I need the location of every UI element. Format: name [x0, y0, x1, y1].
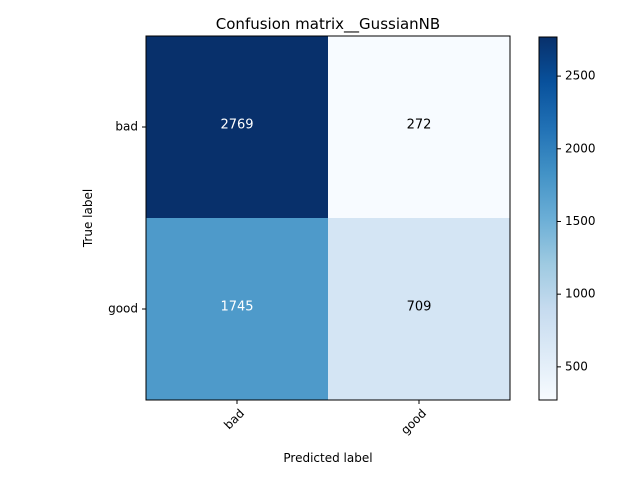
x-axis: bad good: [221, 400, 429, 437]
colorbar-tick-label: 500: [565, 359, 588, 373]
x-tick-label: bad: [221, 406, 247, 432]
heatmap-cell: [328, 36, 510, 218]
heatmap-cell: [328, 218, 510, 400]
heatmap-cells: [146, 36, 510, 400]
heatmap-cell: [146, 36, 328, 218]
y-tick-label: good: [108, 302, 138, 316]
y-axis-label: True label: [81, 189, 95, 248]
colorbar: [538, 36, 558, 401]
heatmap-cell: [146, 218, 328, 400]
plot-frame: [145, 35, 511, 401]
colorbar-tick-label: 1500: [565, 214, 596, 228]
x-tick-label: good: [398, 406, 429, 437]
colorbar-tick-label: 2000: [565, 141, 596, 155]
y-axis: bad good: [108, 120, 146, 316]
colorbar-tick-label: 1000: [565, 287, 596, 301]
cell-value-label: 2769: [220, 118, 253, 133]
y-tick-label: bad: [115, 120, 138, 134]
x-axis-label: Predicted label: [283, 451, 372, 465]
cell-value-label: 1745: [220, 300, 253, 315]
cell-value-label: 709: [407, 300, 432, 315]
chart-title: Confusion matrix__GussianNB: [216, 15, 440, 34]
cell-value-label: 272: [407, 118, 432, 133]
cell-value-labels: 2769 272 1745 709: [220, 118, 431, 315]
colorbar-ticks: 500 1000 1500 2000 2500: [557, 69, 596, 373]
colorbar-tick-label: 2500: [565, 69, 596, 83]
